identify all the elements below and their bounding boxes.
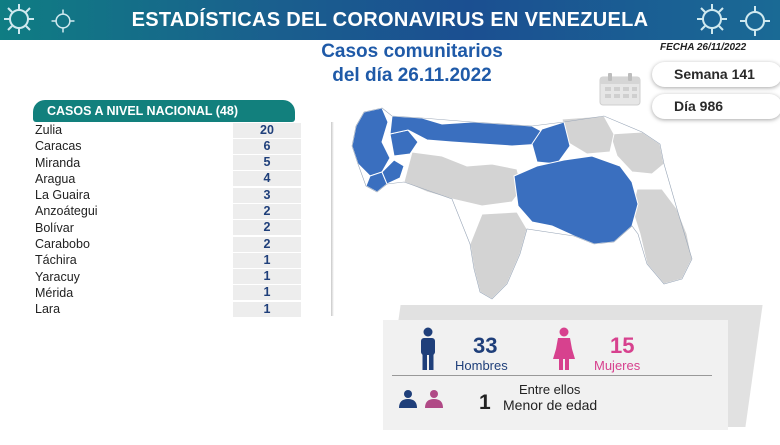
- map-region-esequibo: [631, 188, 693, 285]
- table-row: Carabobo 2: [33, 236, 305, 252]
- venezuela-map: [351, 107, 693, 300]
- men-label: Hombres: [455, 358, 508, 373]
- case-count: 5: [233, 155, 301, 171]
- women-count: 15: [610, 333, 635, 358]
- state-name: Anzoátegui: [35, 204, 98, 219]
- case-count: 3: [233, 187, 301, 203]
- state-name: Zulia: [35, 123, 63, 137]
- case-count: 6: [233, 138, 301, 154]
- table-row: Anzoátegui 2: [33, 203, 305, 219]
- table-shadow: [331, 122, 334, 316]
- minor-label: Menor de edad: [503, 397, 598, 413]
- case-count: 2: [233, 203, 301, 219]
- table-row: Yaracuy 1: [33, 269, 305, 285]
- man-icon: [421, 327, 435, 370]
- state-name: La Guaira: [35, 188, 90, 203]
- map-outline: [351, 107, 693, 300]
- day-badge: Día 986: [652, 94, 780, 119]
- case-count: 1: [233, 301, 301, 317]
- subtitle: Casos comunitarios del día 26.11.2022: [262, 40, 562, 88]
- table-row: Bolívar 2: [33, 220, 305, 236]
- table-row: Táchira 1: [33, 252, 305, 268]
- table-rows: Zulia 20 Caracas 6 Miranda 5 Aragua 4 La Gua…: [33, 122, 305, 318]
- women-label: Mujeres: [594, 358, 641, 373]
- cases-table: CASOS A NIVEL NACIONAL (48) Zulia 20 Cara…: [33, 100, 334, 318]
- table-row: Lara 1: [33, 301, 305, 317]
- page-title: ESTADÍSTICAS DEL CORONAVIRUS EN VENEZUEL…: [131, 9, 649, 31]
- people-icon: [399, 390, 443, 408]
- state-name: Yaracuy: [35, 269, 80, 284]
- case-count: 4: [233, 171, 301, 187]
- state-name: Lara: [35, 302, 61, 317]
- case-count: 2: [233, 220, 301, 236]
- map-region-east: [561, 115, 615, 155]
- table-row: Caracas 6: [33, 138, 305, 154]
- map-region-zulia: [351, 107, 391, 177]
- minor-count: 1: [479, 391, 491, 414]
- state-name: Táchira: [35, 253, 77, 268]
- case-count: 1: [233, 269, 301, 285]
- date-label: FECHA 26/11/2022: [660, 42, 747, 53]
- map-region-bolivar: [513, 155, 639, 245]
- table-row: Miranda 5: [33, 155, 305, 171]
- map-region-anzoategui: [531, 121, 571, 165]
- state-name: Bolívar: [35, 220, 74, 235]
- virus-icon: [740, 6, 770, 36]
- panel-divider: [392, 375, 712, 376]
- subtitle-line-1: Casos comunitarios: [321, 41, 503, 62]
- table-row: La Guaira 3: [33, 187, 305, 203]
- state-name: Miranda: [35, 155, 81, 170]
- woman-icon: [553, 327, 575, 370]
- table-row: Aragua 4: [33, 171, 305, 187]
- entre-ellos-label: Entre ellos: [519, 382, 581, 397]
- header-banner: ESTADÍSTICAS DEL CORONAVIRUS EN VENEZUEL…: [0, 0, 780, 40]
- table-row: Zulia 20: [33, 122, 305, 138]
- map-region-center: [403, 151, 523, 207]
- subtitle-line-2: del día 26.11.2022: [332, 65, 492, 86]
- table-row: Mérida 1: [33, 285, 305, 301]
- case-count: 1: [233, 252, 301, 268]
- state-name: Aragua: [35, 171, 76, 186]
- state-name: Caracas: [35, 139, 82, 154]
- virus-icon: [51, 9, 75, 33]
- state-name: Mérida: [35, 285, 74, 300]
- case-count: 2: [233, 236, 301, 252]
- week-badge: Semana 141: [652, 62, 780, 87]
- map-region-merida: [381, 159, 405, 185]
- table-header: CASOS A NIVEL NACIONAL (48): [33, 100, 295, 122]
- virus-icon: [697, 4, 727, 34]
- men-count: 33: [473, 333, 498, 358]
- virus-icon: [4, 4, 34, 34]
- calendar-icon: [599, 73, 641, 106]
- case-count: 20: [233, 122, 301, 138]
- state-name: Carabobo: [35, 237, 90, 252]
- case-count: 1: [233, 285, 301, 301]
